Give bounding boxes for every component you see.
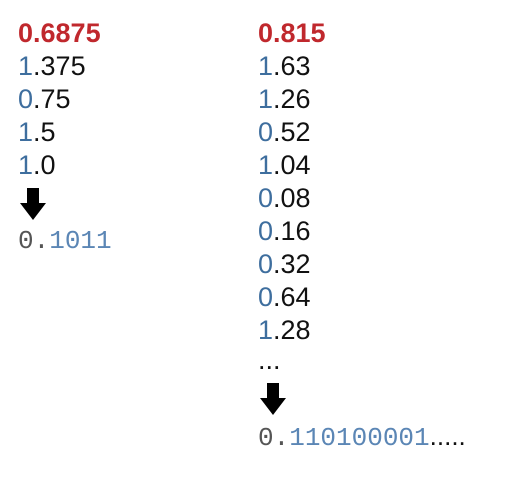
step-integer-digit: 1 bbox=[18, 51, 34, 81]
down-arrow-icon bbox=[20, 188, 46, 220]
step-fraction: .52 bbox=[273, 117, 311, 147]
step-row: 0.52 bbox=[258, 116, 466, 149]
step-integer-digit: 1 bbox=[258, 315, 274, 345]
right-conversion-column: 0.815 1.63 1.26 0.52 1.04 0.08 0.16 0.32 0.64 1.… bbox=[258, 17, 466, 453]
step-fraction: .0 bbox=[33, 150, 56, 180]
step-row: 1.04 bbox=[258, 149, 466, 182]
step-row: 0.16 bbox=[258, 215, 466, 248]
left-start-value: 0.6875 bbox=[18, 18, 101, 48]
step-fraction: .63 bbox=[273, 51, 311, 81]
step-fraction: .16 bbox=[273, 216, 311, 246]
step-integer-digit: 0 bbox=[258, 183, 274, 213]
step-row: 1.26 bbox=[258, 83, 466, 116]
step-fraction: .04 bbox=[273, 150, 311, 180]
step-integer-digit: 0 bbox=[258, 249, 274, 279]
right-start-value: 0.815 bbox=[258, 18, 326, 48]
right-result-prefix: 0. bbox=[258, 423, 290, 453]
step-row: 1.63 bbox=[258, 50, 466, 83]
step-row: 0.75 bbox=[18, 83, 112, 116]
step-integer-digit: 1 bbox=[258, 150, 274, 180]
step-fraction: .08 bbox=[273, 183, 311, 213]
step-row: 0.08 bbox=[258, 182, 466, 215]
step-integer-digit: 1 bbox=[258, 51, 274, 81]
step-fraction: .75 bbox=[33, 84, 71, 114]
step-row: 1.5 bbox=[18, 116, 112, 149]
left-result-bits: 1011 bbox=[49, 226, 112, 256]
right-ellipsis: ... bbox=[258, 345, 281, 375]
step-integer-digit: 0 bbox=[258, 216, 274, 246]
step-fraction: .26 bbox=[273, 84, 311, 114]
step-integer-digit: 1 bbox=[18, 150, 34, 180]
right-binary-result: 0.110100001..... bbox=[258, 421, 466, 453]
right-steps-list: 1.63 1.26 0.52 1.04 0.08 0.16 0.32 0.64 1.28 bbox=[258, 50, 466, 347]
step-integer-digit: 1 bbox=[18, 117, 34, 147]
left-result-prefix: 0. bbox=[18, 226, 50, 256]
step-integer-digit: 0 bbox=[258, 282, 274, 312]
left-steps-list: 1.375 0.75 1.5 1.0 bbox=[18, 50, 112, 182]
step-row: 1.28 bbox=[258, 314, 466, 347]
right-result-bits: 110100001 bbox=[289, 423, 430, 453]
step-fraction: .5 bbox=[33, 117, 56, 147]
step-fraction: .28 bbox=[273, 315, 311, 345]
step-fraction: .375 bbox=[33, 51, 86, 81]
down-arrow-icon bbox=[260, 383, 286, 415]
step-integer-digit: 0 bbox=[18, 84, 34, 114]
left-binary-result: 0.1011 bbox=[18, 226, 112, 256]
step-row: 1.0 bbox=[18, 149, 112, 182]
step-row: 1.375 bbox=[18, 50, 112, 83]
step-row: 0.64 bbox=[258, 281, 466, 314]
step-row: 0.32 bbox=[258, 248, 466, 281]
step-fraction: .32 bbox=[273, 249, 311, 279]
step-integer-digit: 1 bbox=[258, 84, 274, 114]
right-result-tail: ..... bbox=[429, 421, 466, 451]
left-conversion-column: 0.6875 1.375 0.75 1.5 1.0 0.1011 bbox=[18, 17, 112, 256]
step-fraction: .64 bbox=[273, 282, 311, 312]
step-integer-digit: 0 bbox=[258, 117, 274, 147]
